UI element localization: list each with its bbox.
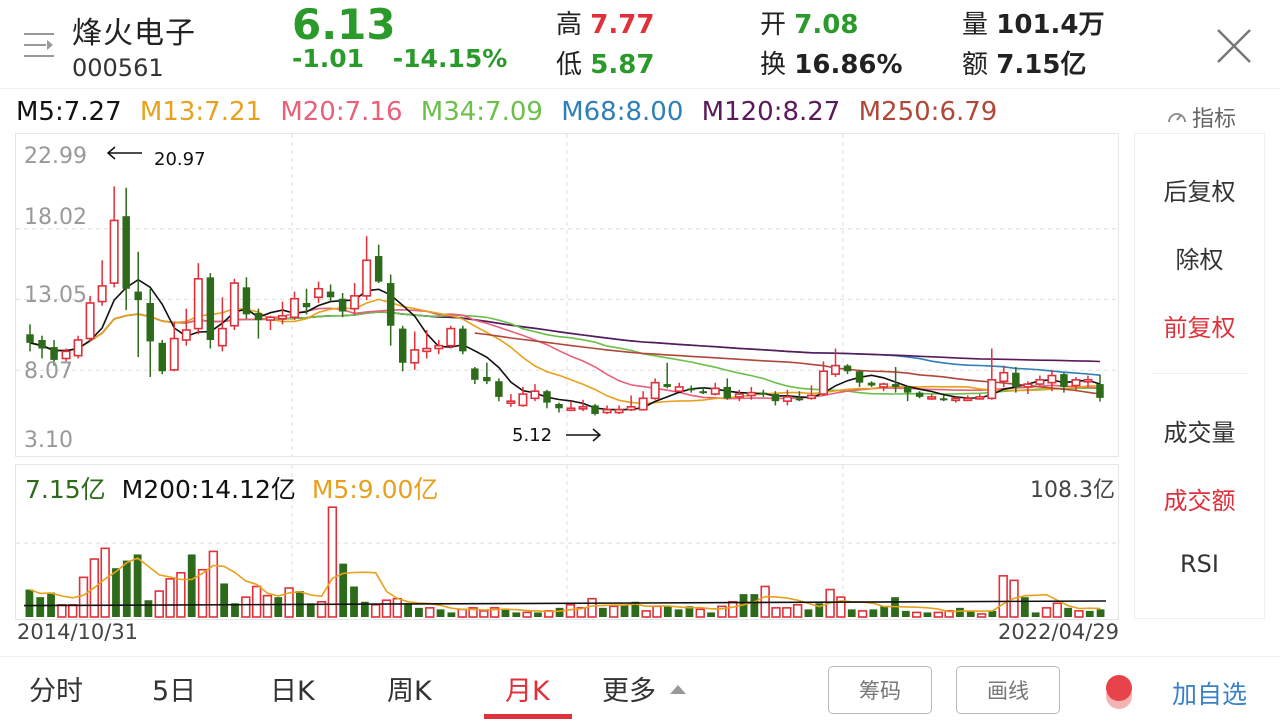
menu-icon[interactable]	[22, 30, 56, 60]
side-divider	[1151, 373, 1247, 374]
ma-label: M13:7.21	[139, 97, 263, 127]
record-dot-icon[interactable]	[1104, 673, 1134, 709]
price-axis-label: 22.99	[24, 144, 87, 169]
stock-name: 烽火电子	[72, 16, 196, 51]
caret-up-icon	[670, 684, 686, 694]
indicator-button[interactable]: 指标	[1166, 101, 1236, 133]
price-axis-label: 18.02	[24, 205, 87, 230]
low-value: 5.87	[590, 50, 655, 80]
volume-chart[interactable]	[15, 464, 1119, 620]
volume-m200: M200:14.12亿	[121, 475, 296, 504]
side-item-volume[interactable]: 成交量	[1163, 419, 1236, 447]
high-stat: 高 7.77	[556, 10, 655, 40]
change-value: -1.01	[292, 44, 365, 73]
ma-label: M250:6.79	[858, 97, 998, 127]
volume-current: 7.15亿	[25, 475, 106, 504]
open-value: 7.08	[794, 10, 859, 40]
tab-weekly-k[interactable]: 周K	[387, 676, 432, 707]
price-axis-label: 8.07	[24, 359, 73, 384]
end-date: 2022/04/29	[998, 620, 1120, 644]
side-item-ex-rights[interactable]: 除权	[1175, 246, 1224, 274]
side-item-rsi[interactable]: RSI	[1180, 550, 1219, 578]
low-stat: 低 5.87	[556, 50, 655, 80]
volume-m5: M5:9.00亿	[311, 475, 439, 504]
kline-chart[interactable]	[15, 133, 1119, 457]
ma-label: M120:8.27	[701, 97, 841, 127]
tab-intraday[interactable]: 分时	[29, 676, 83, 707]
amount-stat: 额 7.15亿	[962, 50, 1087, 80]
amount-value: 7.15亿	[996, 50, 1087, 80]
price-axis-label: 13.05	[24, 283, 87, 308]
current-price: 6.13	[292, 0, 396, 49]
ma-label: M34:7.09	[420, 97, 543, 127]
bottom-toolbar: 分时 5日 日K 周K 月K 更多 筹码 画线 加自选	[0, 656, 1280, 721]
side-item-forward-adjusted[interactable]: 前复权	[1163, 314, 1236, 342]
volume-max-label: 108.3亿	[1030, 478, 1115, 503]
add-to-watchlist-button[interactable]: 加自选	[1172, 680, 1248, 709]
header-divider	[0, 88, 1280, 89]
ma-legend: M5:7.27 M13:7.21 M20:7.16 M34:7.09 M68:8…	[16, 97, 1007, 127]
side-panel: 后复权 除权 前复权 成交量 成交额 RSI	[1134, 133, 1265, 619]
gauge-icon	[1168, 113, 1186, 123]
price-change: -1.01 -14.15%	[292, 44, 507, 73]
active-tab-indicator	[484, 714, 572, 719]
stock-code: 000561	[72, 54, 164, 82]
min-price-annotation: 5.12	[512, 424, 612, 446]
ma-label: M20:7.16	[280, 97, 403, 127]
arrow-right-icon	[566, 428, 602, 442]
draw-line-button[interactable]: 画线	[956, 666, 1060, 714]
chips-button[interactable]: 筹码	[828, 666, 932, 714]
start-date: 2014/10/31	[17, 620, 139, 644]
tab-more[interactable]: 更多	[602, 669, 688, 708]
tab-5day[interactable]: 5日	[152, 676, 197, 707]
turnover-stat: 换 16.86%	[760, 50, 903, 80]
change-percent: -14.15%	[392, 44, 508, 73]
turnover-value: 16.86%	[794, 50, 903, 80]
price-axis-label: 3.10	[24, 428, 73, 453]
arrow-left-icon	[106, 146, 142, 160]
volume-stat: 量 101.4万	[962, 10, 1105, 40]
high-value: 7.77	[590, 10, 655, 40]
close-icon[interactable]	[1214, 26, 1254, 66]
tab-daily-k[interactable]: 日K	[270, 676, 315, 707]
side-item-amount[interactable]: 成交额	[1163, 487, 1236, 515]
tab-monthly-k[interactable]: 月K	[505, 676, 550, 707]
volume-legend: 7.15亿 M200:14.12亿 M5:9.00亿	[25, 470, 446, 506]
open-stat: 开 7.08	[760, 10, 859, 40]
ma-label: M68:8.00	[561, 97, 684, 127]
volume-value: 101.4万	[996, 10, 1105, 40]
ma-label: M5:7.27	[16, 97, 122, 127]
side-item-back-adjusted[interactable]: 后复权	[1163, 178, 1236, 206]
